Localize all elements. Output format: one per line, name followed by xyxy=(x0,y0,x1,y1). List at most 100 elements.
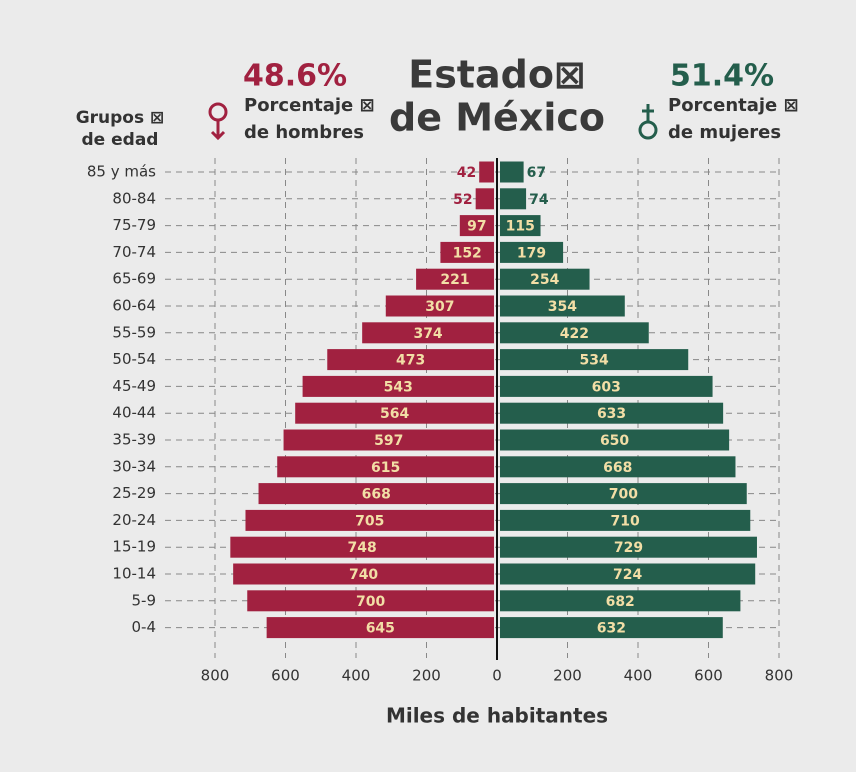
bar xyxy=(416,268,494,290)
y-tick-label: 85 y más xyxy=(87,163,156,181)
value-label: 254 xyxy=(530,272,559,288)
x-tick-label: 800 xyxy=(765,667,794,685)
value-label: 650 xyxy=(600,433,629,449)
female-share: 51.4% xyxy=(670,59,774,94)
chart-title: Estado⊠ xyxy=(408,53,586,97)
bar xyxy=(500,429,730,451)
bar xyxy=(500,375,713,397)
bar xyxy=(500,161,524,183)
y-tick-label: 10-14 xyxy=(112,565,156,583)
y-tick-label: 55-59 xyxy=(112,323,156,341)
bar xyxy=(500,483,747,505)
bar xyxy=(500,590,741,612)
bar xyxy=(233,563,494,585)
y-tick-label: 50-54 xyxy=(112,350,156,368)
value-label: 724 xyxy=(613,567,642,583)
x-tick-label: 600 xyxy=(694,667,723,685)
x-tick-label: 0 xyxy=(492,667,502,685)
bar xyxy=(258,483,494,505)
legend-label: de hombres xyxy=(244,122,364,143)
y-tick-label: 30-34 xyxy=(112,457,156,475)
value-label: 740 xyxy=(349,567,378,583)
y-tick-label: 40-44 xyxy=(112,404,156,422)
bar xyxy=(500,456,736,478)
x-tick-label: 400 xyxy=(624,667,653,685)
x-axis-title: Miles de habitantes xyxy=(386,704,608,728)
bar xyxy=(362,322,494,344)
y-tick-label: 45-49 xyxy=(112,377,156,395)
x-tick-label: 200 xyxy=(412,667,441,685)
male-share: 48.6% xyxy=(243,59,347,94)
y-tick-label: 25-29 xyxy=(112,484,156,502)
value-label: 668 xyxy=(362,487,391,503)
x-tick-label: 200 xyxy=(553,667,582,685)
bar xyxy=(245,509,494,531)
bar xyxy=(475,188,494,210)
value-label: 682 xyxy=(606,594,635,610)
value-label: 221 xyxy=(440,272,469,288)
y-tick-label: 20-24 xyxy=(112,511,156,529)
y-tick-label: 5-9 xyxy=(132,591,157,609)
chart-title: de México xyxy=(389,96,605,140)
value-label: 67 xyxy=(527,165,546,181)
female-icon xyxy=(638,104,658,140)
value-label: 705 xyxy=(355,513,384,529)
bar xyxy=(283,429,494,451)
y-tick-label: 75-79 xyxy=(112,216,156,234)
value-label: 748 xyxy=(348,540,377,556)
y-tick-label: 80-84 xyxy=(112,189,156,207)
value-label: 710 xyxy=(611,513,640,529)
bar xyxy=(327,349,494,371)
value-label: 668 xyxy=(603,460,632,476)
x-tick-label: 800 xyxy=(201,667,230,685)
y-axis-title: de edad xyxy=(82,130,159,150)
y-axis-title: Grupos ⊠ xyxy=(76,108,165,128)
x-tick-label: 600 xyxy=(271,667,300,685)
legend-label: Porcentaje ⊠ xyxy=(668,95,799,116)
bar xyxy=(500,215,541,237)
y-tick-label: 35-39 xyxy=(112,431,156,449)
value-label: 354 xyxy=(548,299,577,315)
value-label: 632 xyxy=(597,621,626,637)
bar xyxy=(500,322,649,344)
value-label: 97 xyxy=(467,219,486,235)
bar xyxy=(500,617,723,639)
y-tick-label: 0-4 xyxy=(132,618,157,636)
value-label: 633 xyxy=(597,406,626,422)
bar xyxy=(500,402,724,424)
value-label: 597 xyxy=(374,433,403,449)
value-label: 152 xyxy=(453,245,482,261)
value-label: 42 xyxy=(457,165,476,181)
bar xyxy=(500,188,527,210)
bar xyxy=(440,241,494,263)
bar xyxy=(459,215,494,237)
y-tick-label: 70-74 xyxy=(112,243,156,261)
value-label: 564 xyxy=(380,406,409,422)
bar xyxy=(500,241,564,263)
value-label: 615 xyxy=(371,460,400,476)
bar xyxy=(247,590,494,612)
bar xyxy=(500,509,751,531)
y-tick-label: 60-64 xyxy=(112,297,156,315)
value-label: 74 xyxy=(529,192,549,208)
value-label: 52 xyxy=(453,192,472,208)
legend-label: Porcentaje ⊠ xyxy=(244,95,375,116)
bar xyxy=(295,402,494,424)
bar xyxy=(479,161,494,183)
value-label: 473 xyxy=(396,353,425,369)
x-tick-label: 400 xyxy=(342,667,371,685)
bar xyxy=(500,536,757,558)
y-tick-label: 15-19 xyxy=(112,538,156,556)
value-label: 700 xyxy=(356,594,385,610)
legend-label: de mujeres xyxy=(668,122,781,143)
male-icon xyxy=(208,102,228,141)
value-label: 307 xyxy=(425,299,454,315)
value-label: 543 xyxy=(384,379,413,395)
value-label: 700 xyxy=(609,487,638,503)
value-label: 603 xyxy=(592,379,621,395)
bar xyxy=(302,375,494,397)
y-tick-label: 65-69 xyxy=(112,270,156,288)
value-label: 115 xyxy=(506,219,535,235)
value-label: 645 xyxy=(366,621,395,637)
